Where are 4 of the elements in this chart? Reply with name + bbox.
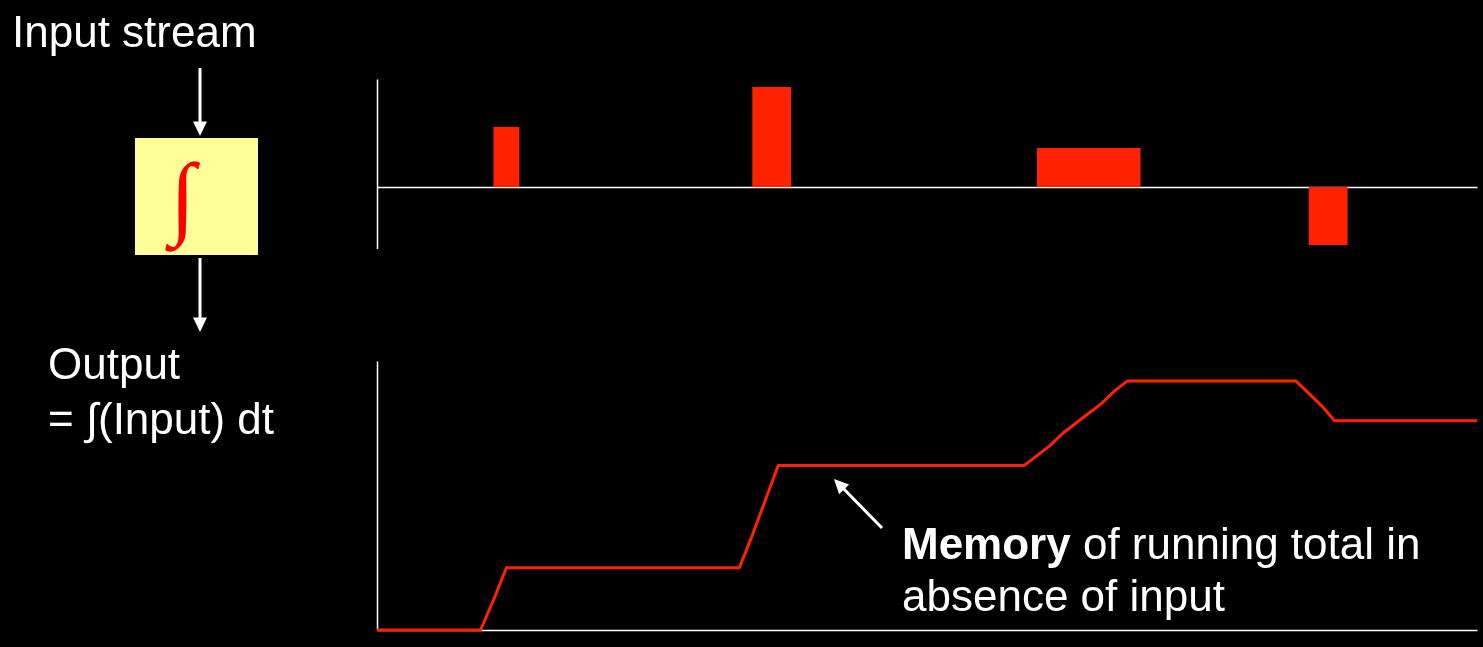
annotation: Memory of running total in absence of input — [902, 518, 1422, 622]
text: Output — [48, 339, 181, 388]
text: = ∫(Input) dt — [48, 394, 275, 443]
text: Input stream — [12, 7, 257, 56]
